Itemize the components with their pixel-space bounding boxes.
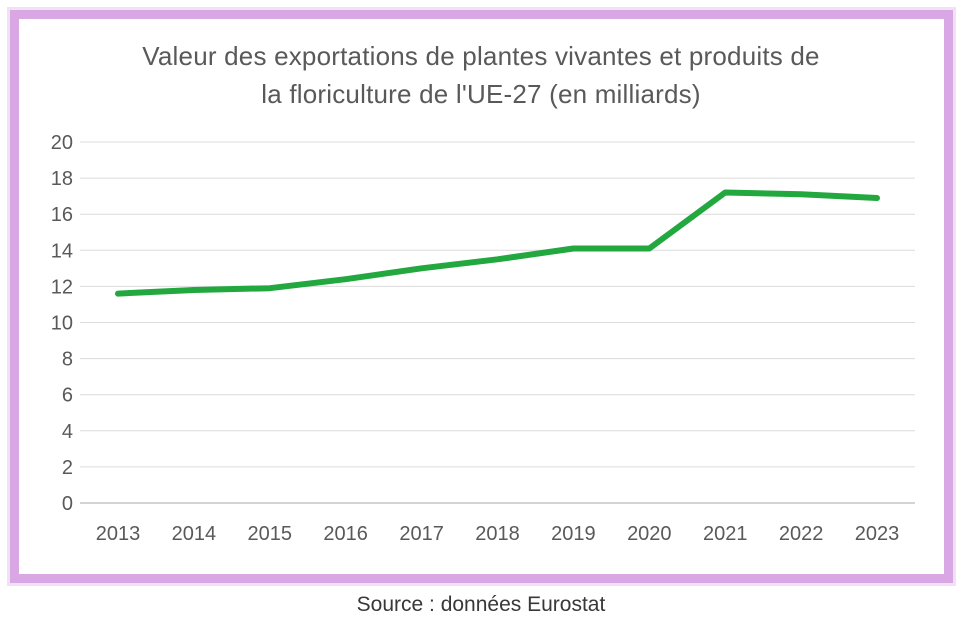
- y-tick-label: 14: [50, 240, 72, 262]
- y-tick-label: 0: [61, 493, 72, 515]
- y-tick-label: 8: [61, 349, 72, 371]
- x-tick-label: 2017: [399, 523, 444, 545]
- x-tick-label: 2022: [778, 523, 823, 545]
- chart-title-line2: la floriculture de l'UE-27 (en milliards…: [261, 79, 701, 109]
- source-caption: Source : données Eurostat: [356, 593, 606, 616]
- y-tick-label: 18: [50, 168, 72, 190]
- y-tick-label: 16: [50, 204, 72, 226]
- chart-title: Valeur des exportations de plantes vivan…: [19, 19, 944, 120]
- x-tick-label: 2013: [95, 523, 140, 545]
- x-tick-label: 2020: [627, 523, 672, 545]
- x-tick-label: 2016: [323, 523, 368, 545]
- y-tick-label: 10: [50, 313, 72, 335]
- chart-card: Valeur des exportations de plantes vivan…: [9, 10, 953, 583]
- y-tick-label: 12: [50, 276, 72, 298]
- x-tick-label: 2015: [247, 523, 292, 545]
- y-tick-label: 6: [61, 385, 72, 407]
- x-tick-label: 2021: [702, 523, 747, 545]
- data-line: [114, 189, 880, 297]
- y-tick-label: 20: [50, 132, 72, 154]
- x-tick-label: 2023: [854, 523, 899, 545]
- line-chart: 0 2 4 6 8 10 12 14 16 18 20 2013 2014 2015 2016 2017 201…: [50, 132, 915, 545]
- x-tick-label: 2014: [171, 523, 216, 545]
- chart-title-line1: Valeur des exportations de plantes vivan…: [142, 41, 820, 71]
- x-tick-label: 2019: [551, 523, 596, 545]
- y-tick-label: 4: [61, 421, 72, 443]
- x-tick-label: 2018: [475, 523, 520, 545]
- y-tick-label: 2: [61, 457, 72, 479]
